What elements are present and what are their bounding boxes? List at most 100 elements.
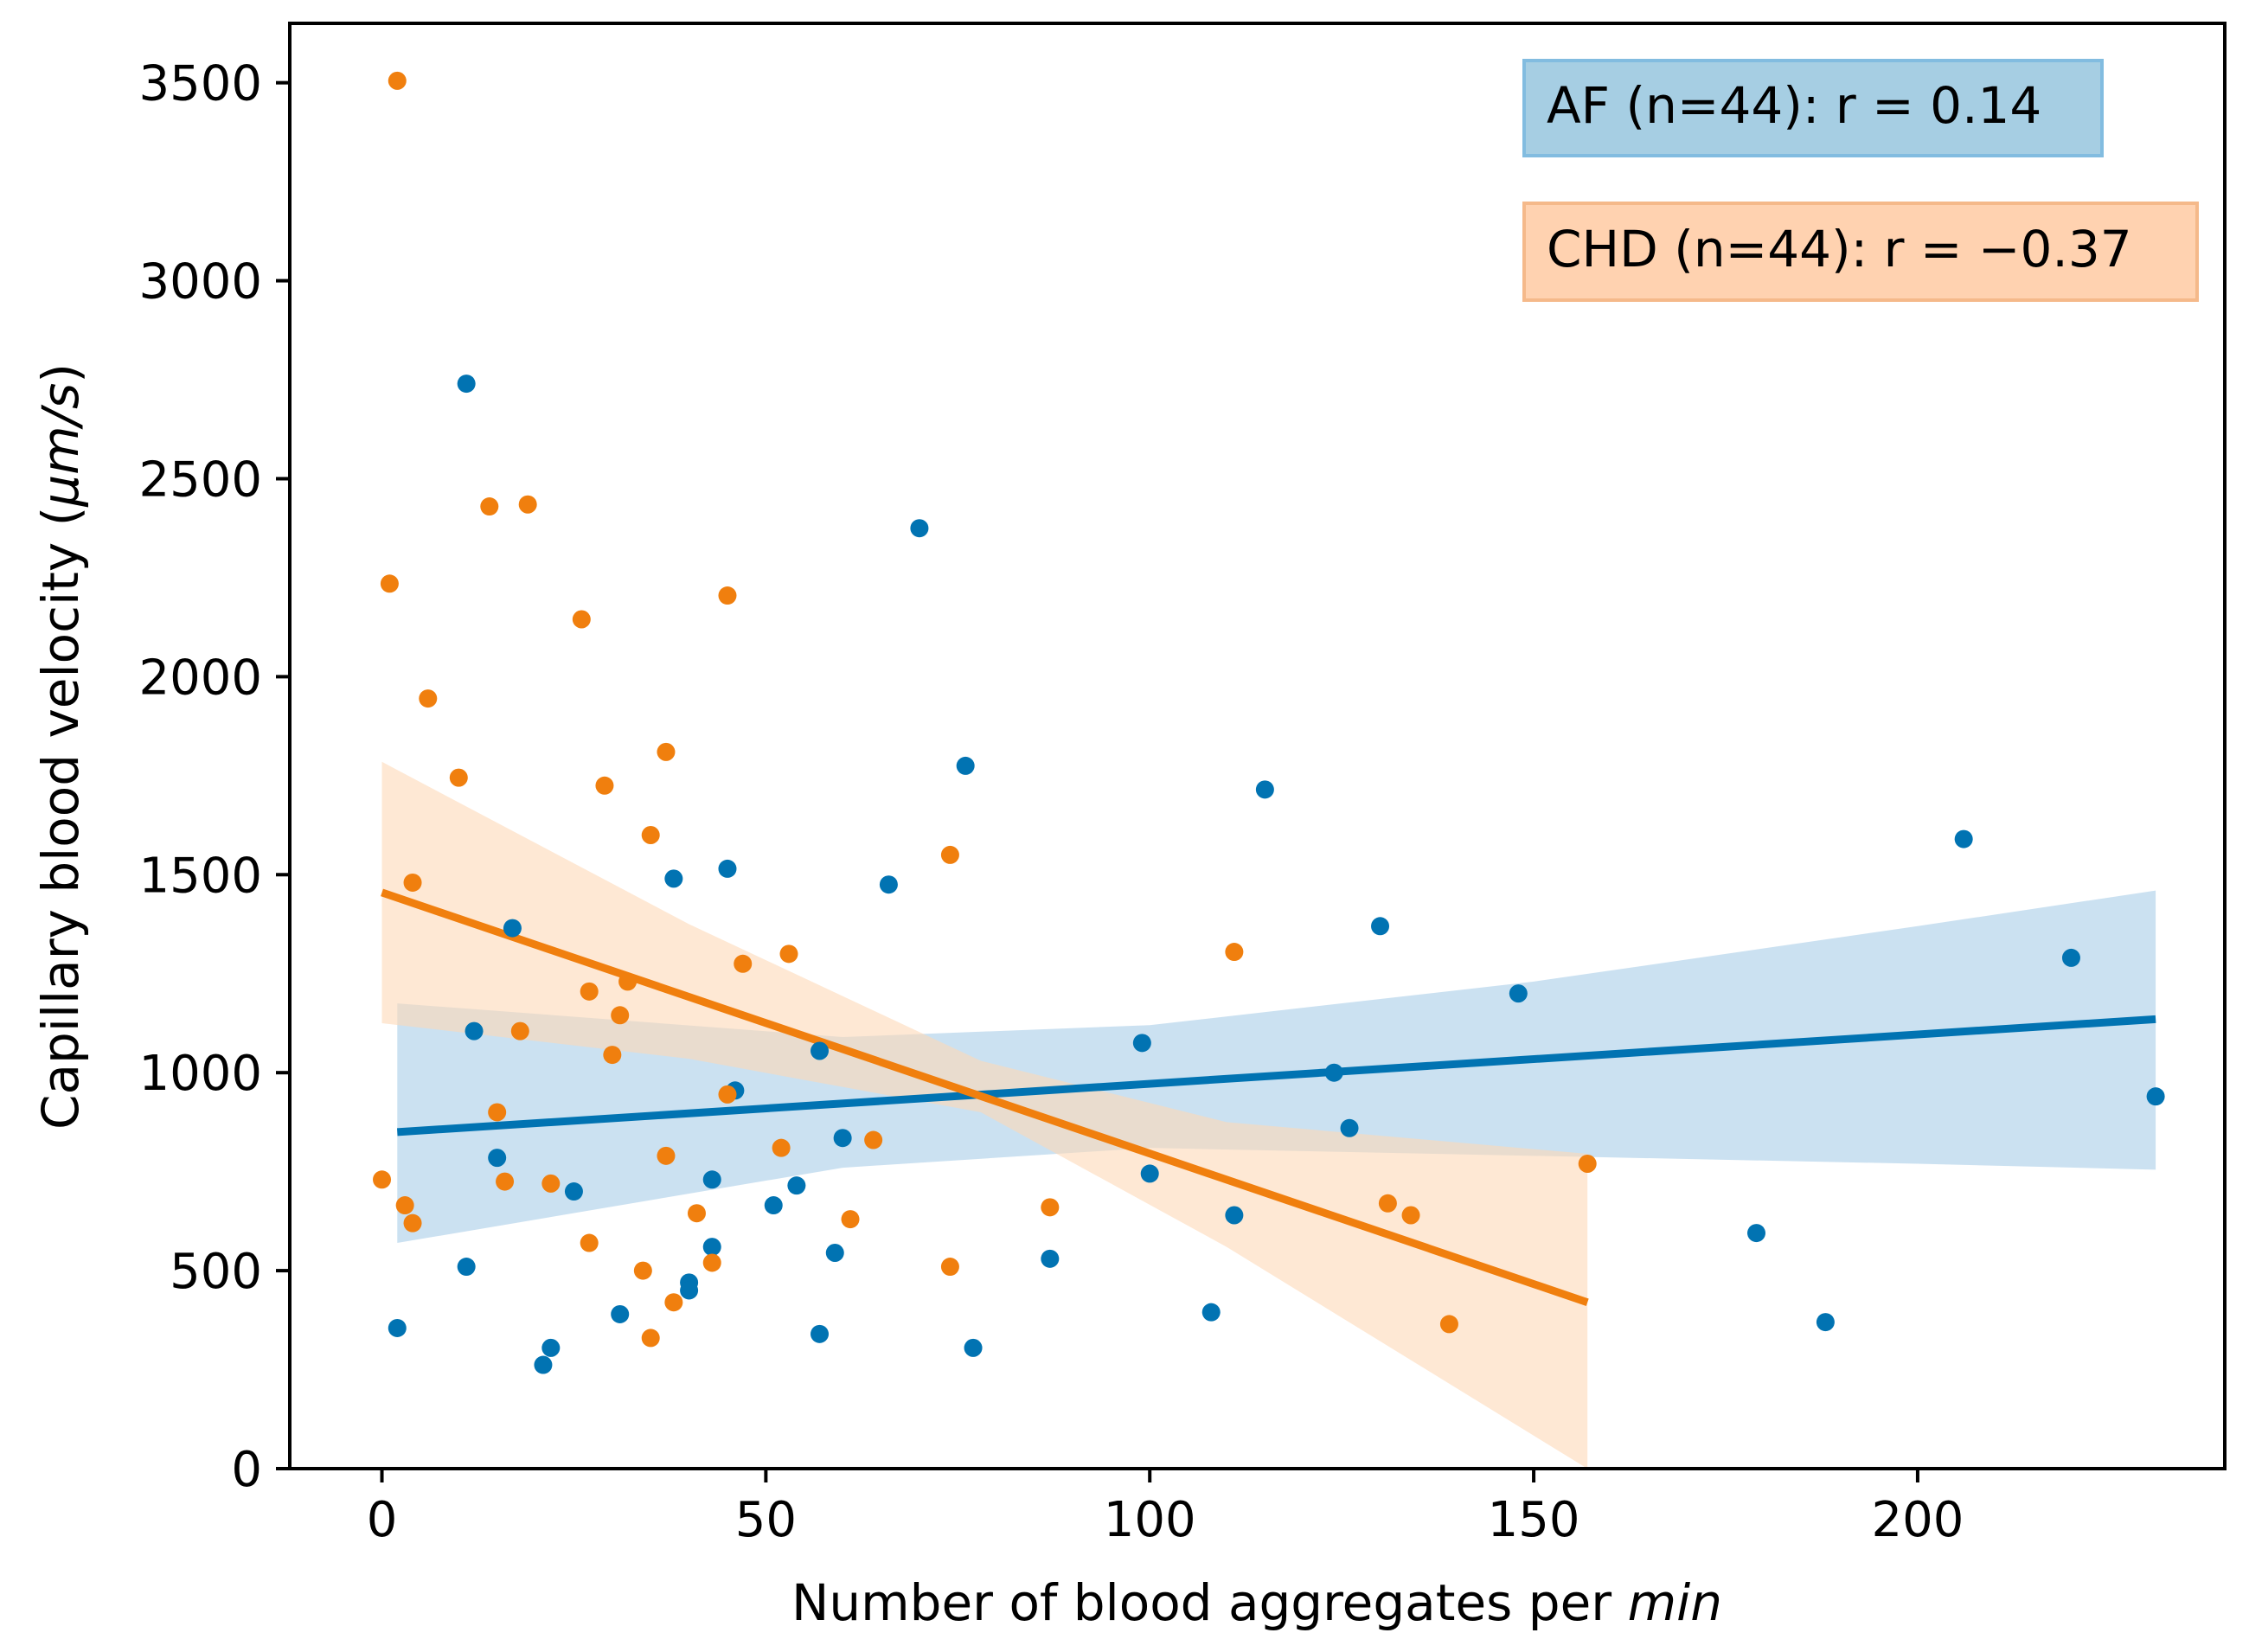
af-point-20 bbox=[811, 1041, 830, 1060]
af-point-4 bbox=[488, 1149, 507, 1168]
chd-point-35 bbox=[864, 1130, 883, 1149]
chd-point-28 bbox=[702, 1253, 721, 1272]
af-point-18 bbox=[787, 1176, 806, 1195]
chd-point-21 bbox=[633, 1261, 652, 1280]
chd-point-10 bbox=[496, 1172, 515, 1191]
y-axis-label: Capillary blood velocity (μm/s) bbox=[31, 363, 90, 1130]
chd-point-3 bbox=[395, 1196, 414, 1215]
legend: AF (n=44): r = 0.14 CHD (n=44): r = −0.3… bbox=[1522, 59, 2199, 302]
af-point-34 bbox=[1340, 1118, 1359, 1137]
chd-point-18 bbox=[603, 1046, 622, 1065]
chd-point-25 bbox=[657, 1146, 676, 1165]
af-point-27 bbox=[1041, 1249, 1060, 1268]
chd-point-23 bbox=[641, 826, 660, 845]
x-axis-label: Number of blood aggregates per min bbox=[791, 1573, 1722, 1632]
chd-point-30 bbox=[718, 1085, 737, 1104]
legend-af-box bbox=[1522, 59, 2104, 157]
chd-point-2 bbox=[388, 71, 407, 90]
plot-area-frame bbox=[288, 22, 2227, 1470]
x-tick-label: 50 bbox=[735, 1492, 797, 1548]
af-point-31 bbox=[1225, 1206, 1244, 1225]
chd-point-8 bbox=[480, 497, 499, 516]
af-point-17 bbox=[764, 1196, 783, 1215]
chd-point-41 bbox=[1401, 1206, 1420, 1225]
x-tick-label: 200 bbox=[1871, 1492, 1964, 1548]
af-point-30 bbox=[1201, 1303, 1221, 1322]
af-point-5 bbox=[503, 919, 522, 938]
chd-point-38 bbox=[1041, 1198, 1060, 1217]
x-tick-label: 150 bbox=[1488, 1492, 1580, 1548]
af-point-7 bbox=[541, 1338, 561, 1357]
chd-point-7 bbox=[449, 768, 468, 787]
chd-point-42 bbox=[1439, 1315, 1458, 1334]
y-tick-label: 3000 bbox=[138, 254, 262, 311]
af-point-39 bbox=[1954, 829, 1973, 848]
af-point-1 bbox=[457, 375, 476, 394]
chd-point-4 bbox=[403, 1213, 422, 1233]
chd-point-29 bbox=[718, 586, 737, 605]
af-point-2 bbox=[457, 1258, 476, 1277]
af-point-25 bbox=[956, 756, 975, 775]
chd-point-36 bbox=[940, 845, 959, 864]
af-point-9 bbox=[611, 1304, 630, 1323]
y-tick-label: 3500 bbox=[138, 56, 262, 112]
confidence-bands bbox=[381, 761, 2156, 1469]
chd-point-24 bbox=[657, 742, 676, 761]
af-point-33 bbox=[1324, 1063, 1343, 1082]
af-point-3 bbox=[465, 1021, 484, 1041]
chd-point-22 bbox=[641, 1329, 660, 1348]
chd-confidence-band bbox=[381, 761, 1588, 1469]
af-point-36 bbox=[1509, 984, 1528, 1003]
y-tick-label: 2500 bbox=[138, 451, 262, 508]
data-points bbox=[373, 71, 2165, 1374]
chd-point-11 bbox=[510, 1021, 529, 1041]
chd-point-16 bbox=[580, 1233, 599, 1252]
chd-point-39 bbox=[1225, 943, 1244, 962]
chd-point-14 bbox=[572, 610, 591, 629]
af-point-19 bbox=[811, 1324, 830, 1343]
y-tick-label: 1500 bbox=[138, 848, 262, 904]
af-point-23 bbox=[879, 875, 898, 894]
y-axis-ticks: 0 500 1000 1500 2000 2500 3000 3500 bbox=[138, 56, 290, 1498]
regression-lines bbox=[381, 888, 2156, 1306]
x-tick-label: 0 bbox=[367, 1492, 398, 1548]
chd-point-26 bbox=[664, 1293, 683, 1312]
chd-point-1 bbox=[380, 574, 399, 593]
af-point-10 bbox=[664, 869, 683, 888]
af-point-0 bbox=[388, 1318, 407, 1337]
af-point-40 bbox=[2061, 948, 2080, 967]
legend-chd-box bbox=[1522, 202, 2199, 302]
af-point-8 bbox=[564, 1182, 583, 1201]
af-point-29 bbox=[1140, 1164, 1159, 1183]
legend-af-label: AF (n=44): r = 0.14 bbox=[1547, 76, 2041, 135]
af-point-28 bbox=[1132, 1034, 1151, 1053]
af-point-12 bbox=[680, 1281, 699, 1300]
af-point-32 bbox=[1255, 780, 1274, 799]
af-point-13 bbox=[702, 1170, 721, 1189]
x-axis-ticks: 0 50 100 150 200 bbox=[367, 1469, 1964, 1548]
legend-chd-label: CHD (n=44): r = −0.37 bbox=[1547, 220, 2132, 279]
chd-point-17 bbox=[595, 776, 614, 795]
chd-point-19 bbox=[611, 1006, 630, 1025]
af-point-41 bbox=[2146, 1087, 2165, 1106]
y-tick-label: 2000 bbox=[138, 650, 262, 706]
y-tick-label: 1000 bbox=[138, 1046, 262, 1102]
chd-point-37 bbox=[940, 1258, 959, 1277]
chd-point-12 bbox=[518, 495, 537, 514]
af-point-22 bbox=[833, 1129, 852, 1148]
chd-point-13 bbox=[541, 1174, 561, 1193]
af-regression-line bbox=[396, 1015, 2156, 1137]
x-tick-label: 100 bbox=[1104, 1492, 1196, 1548]
chd-regression-line bbox=[381, 888, 1589, 1306]
af-confidence-band bbox=[397, 890, 2156, 1244]
chd-point-0 bbox=[373, 1170, 392, 1189]
chd-point-32 bbox=[772, 1138, 791, 1157]
af-point-26 bbox=[964, 1338, 983, 1357]
af-point-15 bbox=[718, 859, 737, 878]
chd-point-34 bbox=[841, 1210, 860, 1229]
chd-point-20 bbox=[618, 972, 638, 991]
chd-point-31 bbox=[734, 954, 753, 973]
af-point-14 bbox=[702, 1238, 721, 1257]
chd-point-5 bbox=[403, 873, 422, 892]
